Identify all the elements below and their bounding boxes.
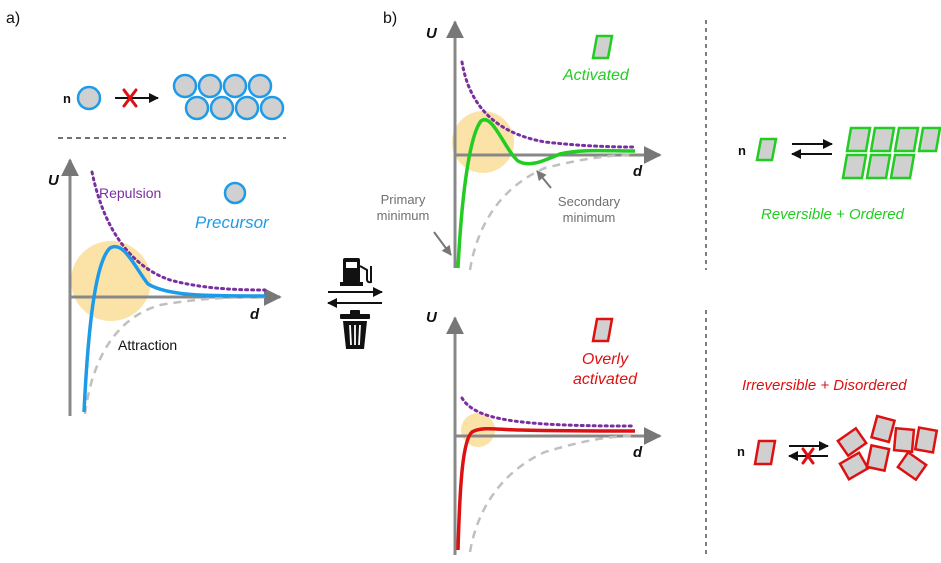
panel-b-top-x-axis-label: d — [633, 163, 643, 180]
panel-b-overly-legend-particle — [591, 317, 614, 343]
secondary-minimum-label: Secondary minimum — [557, 194, 621, 225]
panel-b-overly-activated-curve — [456, 426, 636, 551]
panel-b-activated-legend-particle — [591, 34, 614, 60]
attraction-label: Attraction — [118, 337, 178, 353]
precursor-label: Precursor — [195, 213, 269, 232]
repulsion-label: Repulsion — [99, 185, 162, 201]
overly-activated-monomer — [753, 439, 777, 466]
right-bottom-n-label: n — [737, 444, 745, 459]
reversible-ordered-label: Reversible + Ordered — [761, 206, 904, 223]
panel-b-label: b) — [383, 10, 398, 27]
disordered-cluster — [836, 414, 939, 482]
panel-a-precursor-curve — [82, 244, 266, 413]
red-x-icon — [801, 447, 815, 465]
panel-a-x-axis-label: d — [250, 306, 260, 323]
panel-b-overly-attraction-curve — [468, 434, 636, 553]
panel-a-n-label: n — [63, 91, 71, 106]
activated-monomer — [755, 137, 778, 162]
reversible-exchange-arrows — [327, 287, 383, 308]
panel-a-highlight — [71, 241, 151, 321]
primary-minimum-pointer — [433, 231, 452, 256]
activated-label: Activated — [563, 67, 629, 84]
trash-can-icon — [340, 310, 370, 349]
panel-b-activated-plot — [433, 20, 662, 271]
overly-activated-label: Overly activated — [572, 351, 638, 388]
panel-a-plot — [61, 158, 282, 416]
panel-a-y-axis-label: U — [48, 172, 59, 189]
panel-b-bottom-y-axis-label: U — [426, 309, 437, 326]
panel-a-precursor-cluster — [172, 73, 285, 121]
panel-a-attraction-curve — [83, 295, 266, 415]
primary-minimum-label: Primary minimum — [376, 192, 430, 223]
panel-b-activated-curve — [456, 117, 636, 269]
right-top-n-label: n — [738, 143, 746, 158]
panel-b-overly-activated-plot — [446, 316, 662, 555]
ordered-cluster — [841, 126, 941, 180]
panel-b-top-y-axis-label: U — [426, 25, 437, 42]
panel-a-label: a) — [6, 10, 21, 27]
panel-b-activated-repulsion-curve — [460, 60, 637, 149]
panel-a-legend-particle — [223, 181, 247, 205]
fuel-pump-icon — [340, 258, 372, 286]
panel-b-activated-attraction-curve — [468, 153, 636, 271]
red-x-icon — [122, 88, 138, 108]
secondary-minimum-pointer — [536, 170, 552, 189]
irreversible-disordered-label: Irreversible + Disordered — [742, 377, 907, 394]
disordered-assembly-scheme — [753, 414, 939, 482]
ordered-assembly-scheme — [755, 126, 941, 180]
panel-a-precursor-monomer — [76, 85, 102, 111]
panel-b-overly-repulsion-curve — [460, 396, 637, 428]
panel-a-repulsion-curve — [90, 170, 267, 292]
panel-b-bottom-x-axis-label: d — [633, 444, 643, 461]
